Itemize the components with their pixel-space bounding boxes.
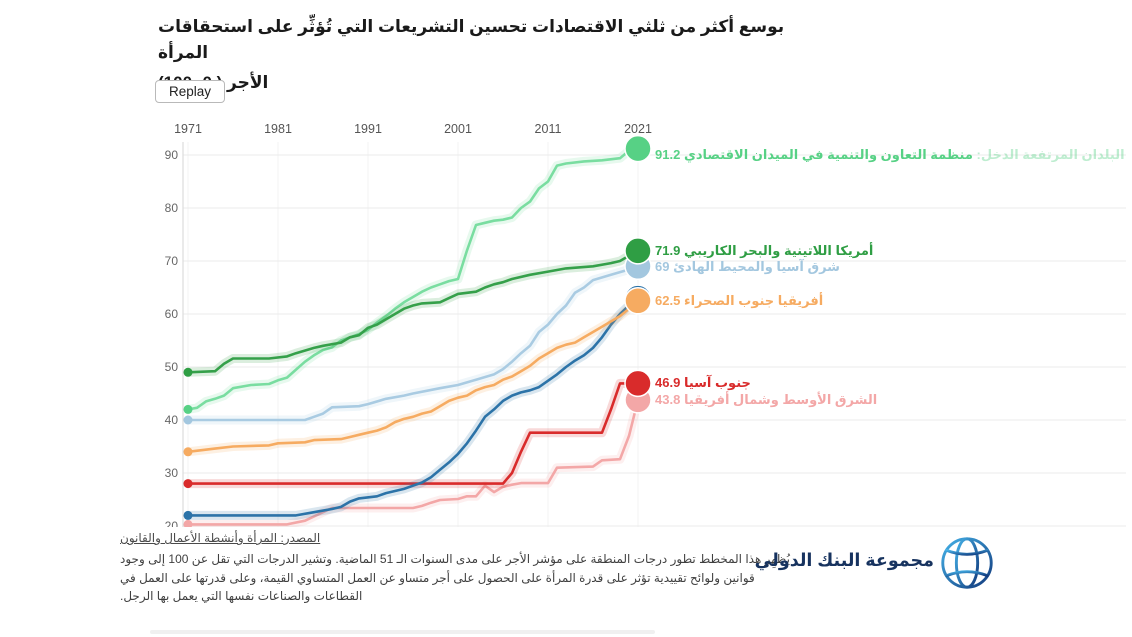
svg-text:30: 30 bbox=[165, 466, 179, 480]
series-name: جنوب آسيا bbox=[683, 375, 751, 390]
svg-text:40: 40 bbox=[165, 413, 179, 427]
svg-text:2001: 2001 bbox=[444, 122, 472, 136]
series-value: 62.5 bbox=[655, 293, 681, 308]
svg-text:1981: 1981 bbox=[264, 122, 292, 136]
next-chart-clipped-edge bbox=[150, 630, 655, 634]
svg-text:2011: 2011 bbox=[535, 122, 562, 136]
svg-text:50: 50 bbox=[165, 360, 179, 374]
series-label-oecd-high-income: البلدان المرتفعة الدخل: منظمة التعاون وا… bbox=[655, 147, 1125, 163]
chart-description: يُظهِر هذا المخطط تطور درجات المنطقة على… bbox=[120, 552, 790, 604]
series-name: شرق آسيا والمحيط الهادئ bbox=[673, 259, 840, 274]
series-value: 71.9 bbox=[655, 243, 681, 258]
series-name: أفريقيا جنوب الصحراء bbox=[683, 293, 824, 308]
series-label-south-asia: جنوب آسيا 46.9 bbox=[655, 375, 751, 391]
series-label-faded-prefix: البلدان المرتفعة الدخل: bbox=[976, 147, 1125, 162]
series-label-latin-america-caribbean: أمريكا اللاتينية والبحر الكاريبي 71.9 bbox=[655, 243, 873, 259]
svg-text:60: 60 bbox=[165, 307, 179, 321]
chart-title-line1: بوسع أكثر من ثلثي الاقتصادات تحسين التشر… bbox=[158, 17, 785, 62]
series-name: الشرق الأوسط وشمال أفريقيا bbox=[683, 392, 878, 407]
series-value: 46.9 bbox=[655, 375, 681, 390]
world-bank-logo-text: مجموعة البنك الدولي bbox=[754, 550, 934, 570]
svg-text:90: 90 bbox=[165, 148, 179, 162]
series-label-east-asia-pacific: شرق آسيا والمحيط الهادئ 69 bbox=[655, 259, 840, 275]
svg-text:1971: 1971 bbox=[174, 122, 202, 136]
svg-text:70: 70 bbox=[165, 254, 179, 268]
series-name: منظمة التعاون والتنمية في الميدان الاقتص… bbox=[683, 147, 973, 162]
world-bank-logo: مجموعة البنك الدولي bbox=[755, 532, 998, 602]
series-value: 91.2 bbox=[655, 147, 681, 162]
series-value: 43.8 bbox=[655, 392, 681, 407]
world-bank-globe-icon bbox=[941, 537, 993, 589]
series-label-sub-saharan-africa: أفريقيا جنوب الصحراء 62.5 bbox=[655, 293, 823, 309]
series-label-middle-east-north-africa: الشرق الأوسط وشمال أفريقيا 43.8 bbox=[655, 392, 877, 408]
chart-footer: المصدر: المرأة وأنشطة الأعمال والقانون ي… bbox=[120, 527, 792, 629]
svg-text:80: 80 bbox=[165, 201, 179, 215]
series-name: أمريكا اللاتينية والبحر الكاريبي bbox=[683, 243, 874, 258]
series-value: 69 bbox=[655, 259, 670, 274]
svg-text:2021: 2021 bbox=[624, 122, 652, 136]
replay-button[interactable]: Replay bbox=[155, 80, 226, 103]
svg-text:1991: 1991 bbox=[354, 122, 382, 136]
source-link[interactable]: المصدر: المرأة وأنشطة الأعمال والقانون bbox=[120, 531, 321, 545]
